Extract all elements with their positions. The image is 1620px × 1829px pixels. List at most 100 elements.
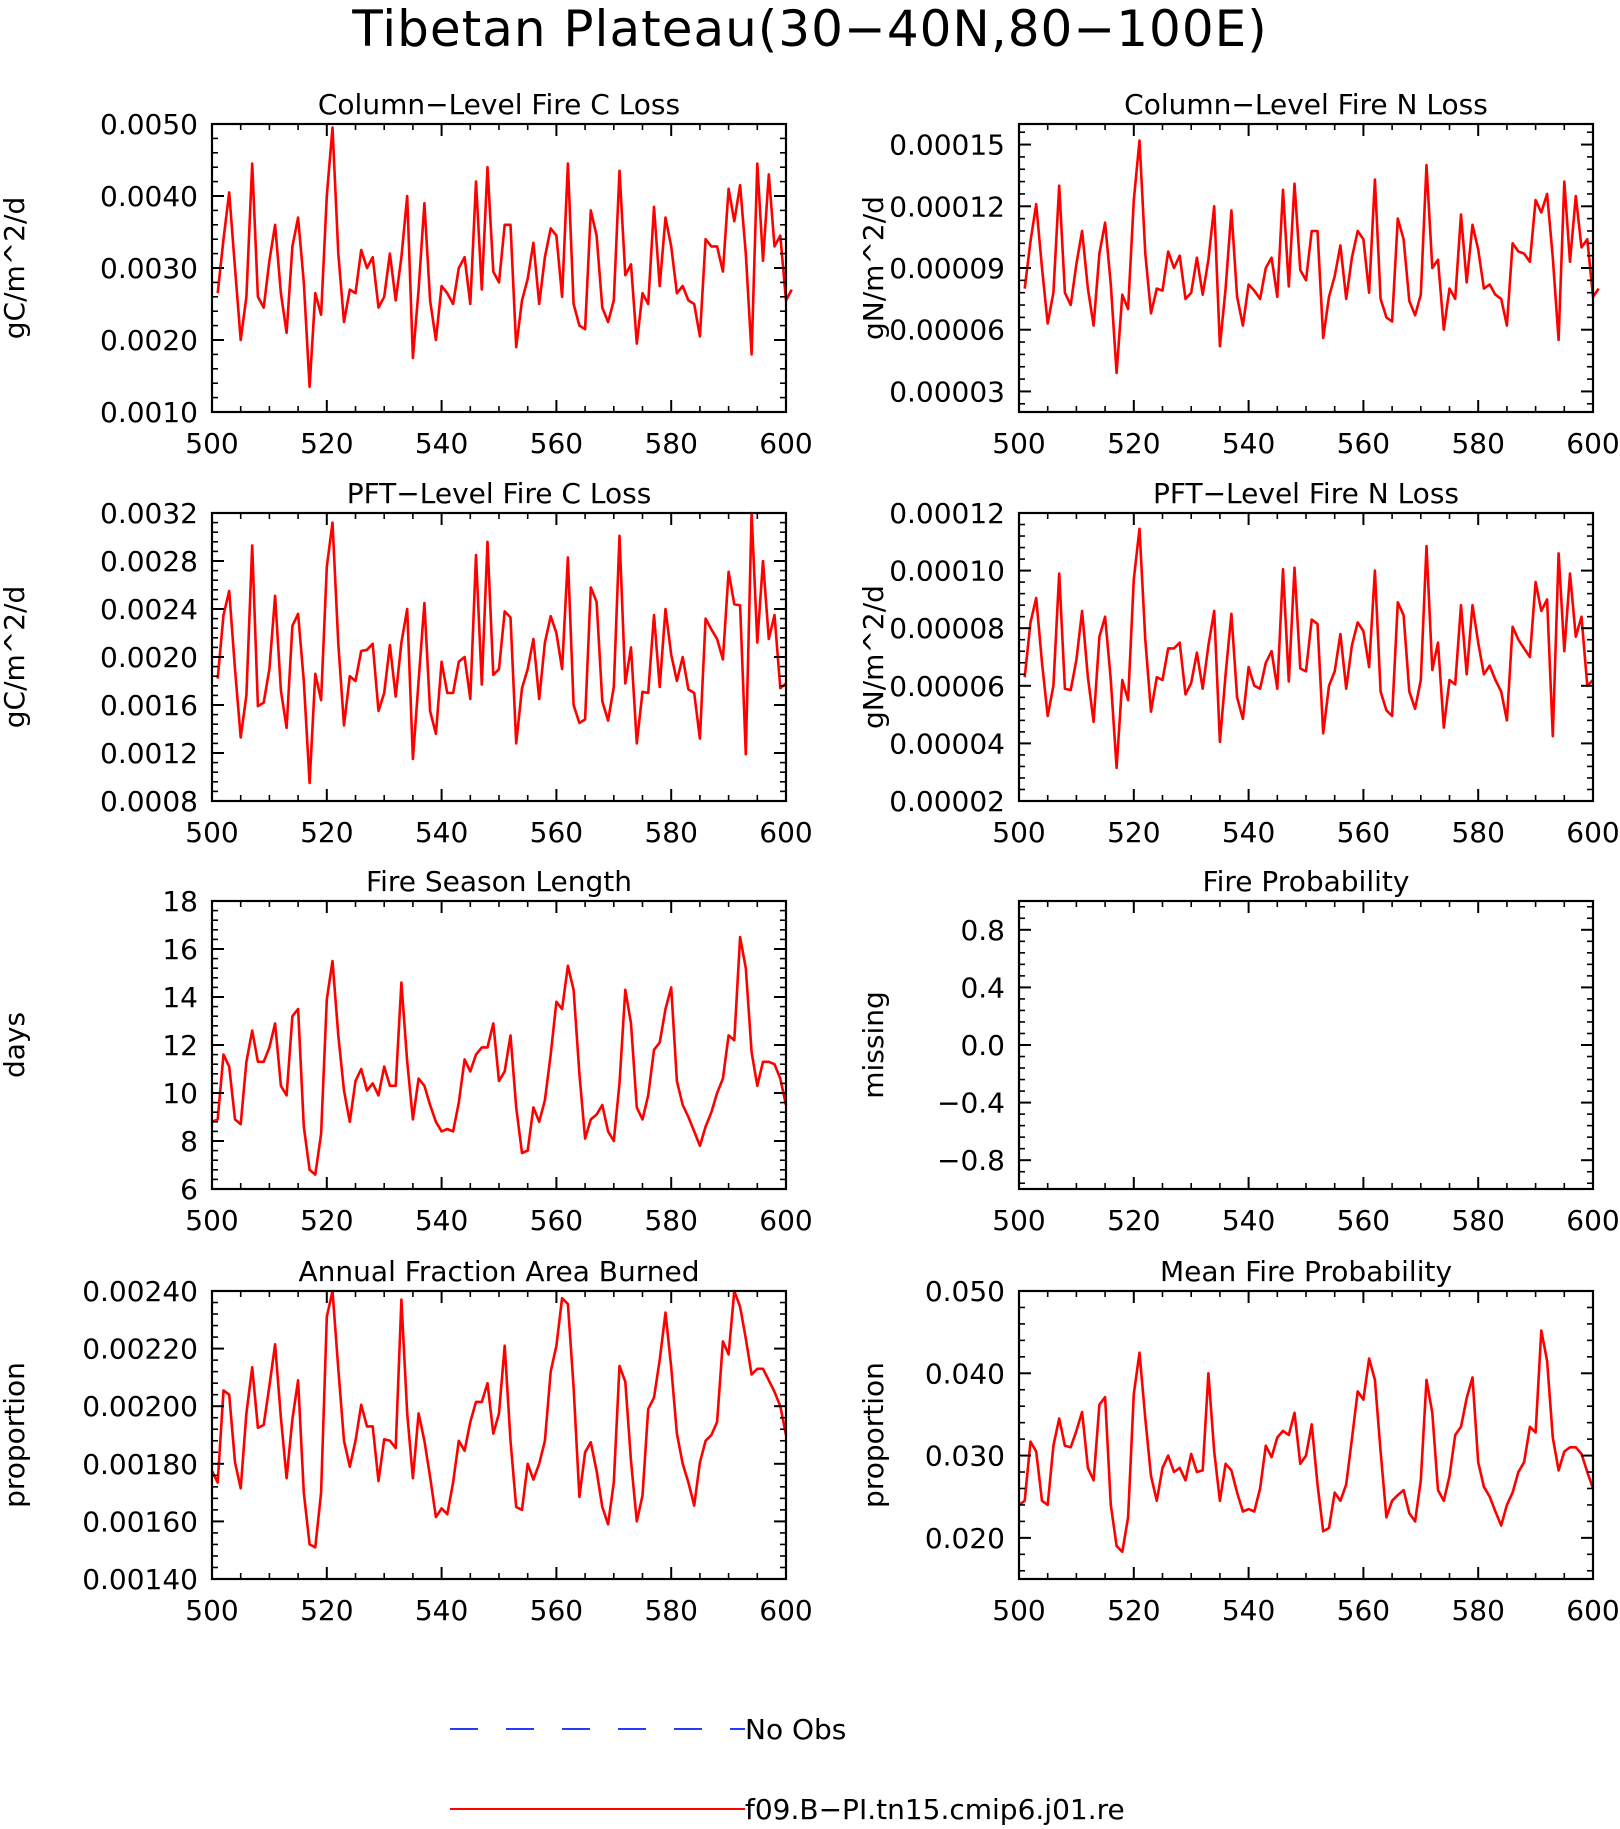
y-tick-label: 0.00160 [82, 1505, 198, 1538]
y-tick-label: 0.0028 [100, 545, 198, 578]
legend: No Obs f09.B−PI.tn15.cmip6.j01.re [450, 1713, 1125, 1826]
x-tick-label: 500 [992, 427, 1045, 460]
y-tick-label: 0.0008 [100, 785, 198, 818]
x-tick-label: 500 [992, 1594, 1045, 1627]
x-tick-label: 500 [992, 1204, 1045, 1237]
x-tick-label: 600 [759, 816, 812, 849]
x-tick-label: 580 [644, 1594, 697, 1627]
y-tick-label: 0.0 [960, 1029, 1005, 1062]
y-tick-label: 6 [180, 1173, 198, 1206]
y-tick-label: 0.050 [925, 1275, 1005, 1308]
y-axis-label: days [0, 1012, 31, 1078]
y-tick-label: 0.0032 [100, 497, 198, 530]
plot-frame [1017, 1289, 1595, 1581]
x-tick-label: 500 [185, 1204, 238, 1237]
y-tick-label: 0.00240 [82, 1275, 198, 1308]
legend-label: No Obs [745, 1713, 846, 1746]
chart-panel: 500 520 540 560 580 600 0.0010 0.0020 0.0030 0.00… [0, 88, 813, 460]
x-tick-label: 520 [1107, 816, 1160, 849]
y-tick-label: 0.00009 [889, 252, 1005, 285]
y-tick-label: 0.0024 [100, 593, 198, 626]
y-tick-label: 12 [162, 1029, 198, 1062]
panel-title: PFT−Level Fire C Loss [347, 477, 652, 510]
x-tick-label: 600 [1566, 1204, 1619, 1237]
y-tick-label: 0.0050 [100, 108, 198, 141]
x-tick-label: 600 [759, 1594, 812, 1627]
panel-title: Fire Season Length [366, 865, 632, 898]
x-tick-label: 600 [1566, 1594, 1619, 1627]
panel-title: Annual Fraction Area Burned [299, 1255, 700, 1288]
chart-panel: 500 520 540 560 580 600 0.020 0.030 0.040 0.050 Me… [857, 1255, 1620, 1627]
y-tick-label: 0.0030 [100, 252, 198, 285]
y-axis-label: gC/m^2/d [0, 197, 31, 340]
x-tick-label: 580 [1451, 816, 1504, 849]
x-tick-label: 560 [1337, 1594, 1390, 1627]
plot-frame [210, 122, 788, 414]
y-tick-label: 0.00180 [82, 1448, 198, 1481]
y-tick-label: −0.8 [937, 1144, 1005, 1177]
y-tick-label: 0.00012 [889, 190, 1005, 223]
x-tick-label: 520 [1107, 1204, 1160, 1237]
x-tick-label: 540 [415, 427, 468, 460]
y-tick-label: 0.00006 [889, 670, 1005, 703]
x-tick-label: 540 [415, 816, 468, 849]
chart-panel: 500 520 540 560 580 600 0.00003 0.00006 0.00009 0… [857, 88, 1620, 460]
x-tick-label: 520 [1107, 427, 1160, 460]
y-tick-label: 0.00140 [82, 1563, 198, 1596]
y-tick-label: 0.00008 [889, 612, 1005, 645]
chart-panel: 500 520 540 560 580 600 0.0008 0.0012 0.0016 0.00… [0, 477, 813, 849]
plot-frame [1017, 122, 1595, 414]
x-tick-label: 580 [1451, 1204, 1504, 1237]
figure-title: Tibetan Plateau(30−40N,80−100E) [351, 0, 1268, 58]
y-tick-label: 0.020 [925, 1522, 1005, 1555]
plot-frame [1017, 511, 1595, 803]
y-axis-label: proportion [857, 1362, 890, 1508]
x-tick-label: 600 [759, 1204, 812, 1237]
x-tick-label: 580 [644, 427, 697, 460]
y-axis-label: missing [857, 991, 890, 1099]
y-tick-label: 0.00015 [889, 129, 1005, 162]
y-tick-label: 0.030 [925, 1440, 1005, 1473]
y-tick-label: 0.0016 [100, 689, 198, 722]
series-line [1018, 1329, 1595, 1554]
y-tick-label: 0.00002 [889, 785, 1005, 818]
series-line [216, 126, 793, 389]
y-axis-label: gN/m^2/d [857, 585, 890, 729]
x-tick-label: 580 [1451, 427, 1504, 460]
x-tick-label: 580 [1451, 1594, 1504, 1627]
y-tick-label: 16 [162, 933, 198, 966]
x-tick-label: 560 [530, 1594, 583, 1627]
y-tick-label: 0.8 [960, 914, 1005, 947]
panel-title: Fire Probability [1203, 865, 1410, 898]
x-tick-label: 560 [1337, 1204, 1390, 1237]
x-tick-label: 560 [530, 427, 583, 460]
x-tick-label: 500 [185, 1594, 238, 1627]
y-tick-label: 18 [162, 885, 198, 918]
x-tick-label: 540 [415, 1204, 468, 1237]
series-line [216, 511, 787, 785]
x-tick-label: 600 [1566, 427, 1619, 460]
y-axis-label: gN/m^2/d [857, 196, 890, 340]
panel-title: Column−Level Fire N Loss [1124, 88, 1488, 121]
x-tick-label: 520 [300, 1204, 353, 1237]
y-tick-label: 14 [162, 981, 198, 1014]
y-tick-label: 8 [180, 1125, 198, 1158]
y-tick-label: 0.00003 [889, 375, 1005, 408]
y-tick-label: 0.00006 [889, 314, 1005, 347]
chart-panel: 500 520 540 560 580 600 6 8 10 12 14 16 18 Fire Seaso… [0, 865, 813, 1237]
y-tick-label: 0.040 [925, 1357, 1005, 1390]
x-tick-label: 540 [1222, 427, 1275, 460]
x-tick-label: 540 [1222, 816, 1275, 849]
series-line [1023, 139, 1600, 375]
panel-grid: 500 520 540 560 580 6000.00100.00200.00300.00… [0, 88, 1620, 1627]
y-tick-label: 0.00010 [889, 555, 1005, 588]
panel-title: Mean Fire Probability [1160, 1255, 1452, 1288]
y-tick-label: 0.00220 [82, 1333, 198, 1366]
chart-panel: 500 520 540 560 580 600 −0.8 −0.4 0.0 0.4 0.8 Fire … [857, 865, 1620, 1237]
x-tick-label: 560 [530, 1204, 583, 1237]
x-tick-label: 560 [1337, 816, 1390, 849]
x-tick-label: 600 [1566, 816, 1619, 849]
y-axis-label: gC/m^2/d [0, 586, 31, 729]
x-tick-label: 540 [1222, 1204, 1275, 1237]
